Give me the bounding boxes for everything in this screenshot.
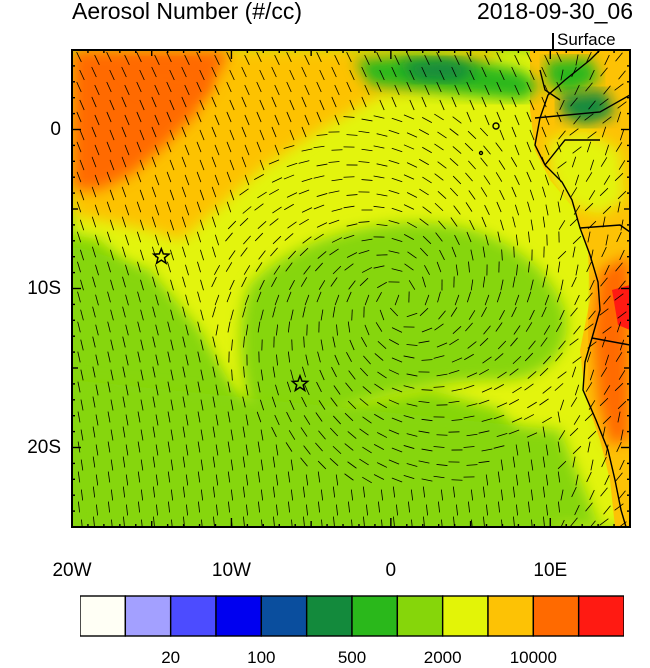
colorbar-label: 100	[247, 648, 275, 668]
colorbar-swatch	[261, 596, 306, 636]
x-tick-label: 10E	[533, 560, 567, 582]
x-tick-label: 10W	[212, 560, 251, 582]
colorbar-swatch	[307, 596, 352, 636]
colorbar-swatch	[216, 596, 261, 636]
colorbar-label: 2000	[424, 648, 462, 668]
colorbar-swatch	[352, 596, 397, 636]
concentration-field	[72, 50, 630, 527]
colorbar-swatch	[533, 596, 578, 636]
y-tick-label: 20S	[27, 437, 61, 459]
colorbar-swatch	[397, 596, 442, 636]
y-tick-label: 10S	[27, 278, 61, 300]
y-tick-label: 0	[50, 119, 61, 141]
colorbar	[80, 595, 624, 637]
colorbar-swatch	[579, 596, 624, 636]
colorbar-swatch	[488, 596, 533, 636]
colorbar-label: 500	[338, 648, 366, 668]
colorbar-swatch	[171, 596, 216, 636]
x-tick-label: 20W	[52, 560, 91, 582]
x-tick-label: 0	[386, 560, 397, 582]
colorbar-swatch	[443, 596, 488, 636]
colorbar-swatch	[80, 596, 125, 636]
colorbar-label: 20	[161, 648, 180, 668]
colorbar-label: 10000	[510, 648, 557, 668]
colorbar-swatch	[125, 596, 170, 636]
aerosol-map	[0, 0, 650, 560]
